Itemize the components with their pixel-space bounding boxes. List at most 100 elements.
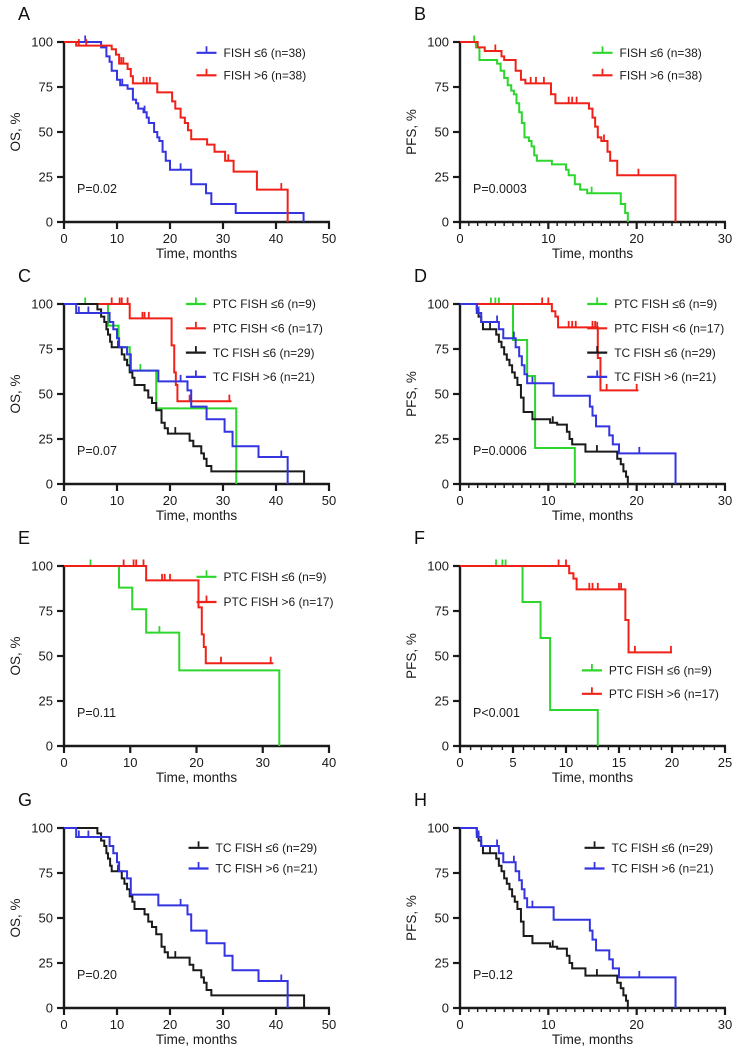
x-tick-label: 20	[629, 1017, 643, 1032]
p-value-label: P<0.001	[473, 706, 520, 720]
legend-label: PTC FISH <6 (n=17)	[614, 322, 724, 336]
y-tick-label: 100	[31, 35, 53, 50]
legend-label: FISH ≤6 (n=38)	[224, 46, 306, 60]
series-line	[460, 827, 677, 1008]
x-tick-label: 0	[456, 231, 463, 246]
y-axis-title: OS, %	[8, 374, 23, 413]
x-tick-label: 30	[718, 493, 732, 508]
x-tick-label: 10	[541, 231, 555, 246]
x-tick-label: 30	[216, 1017, 230, 1032]
x-tick-label: 30	[718, 231, 732, 246]
x-tick-label: 15	[612, 755, 626, 770]
x-tick-label: 0	[456, 755, 463, 770]
legend-label: TC FISH >6 (n=21)	[612, 862, 714, 876]
series-line	[460, 565, 672, 654]
y-tick-label: 50	[435, 911, 449, 926]
x-axis-title: Time, months	[156, 770, 238, 785]
x-axis-title: Time, months	[552, 770, 634, 785]
y-tick-label: 25	[39, 432, 53, 447]
y-tick-label: 100	[31, 297, 53, 312]
series-line	[460, 303, 639, 392]
km-plot-B: 0 10 20 30 0 25 50 75 100 Time, months PFS, % P=0.0…	[404, 35, 732, 262]
legend-label: FISH >6 (n=38)	[620, 69, 703, 83]
x-tick-label: 0	[60, 231, 67, 246]
legend-label: TC FISH ≤6 (n=29)	[213, 346, 315, 360]
y-axis-title: PFS, %	[404, 633, 419, 679]
panel-B: B 0 10 20 30 0 25 50 75 100 Time, months PFS, % P=0…	[372, 0, 744, 262]
y-tick-label: 75	[435, 80, 449, 95]
x-tick-label: 5	[509, 755, 516, 770]
x-tick-label: 30	[216, 493, 230, 508]
panel-label-F: F	[414, 528, 425, 548]
legend-label: PTC FISH <6 (n=17)	[213, 322, 323, 336]
panel-H: H 0 10 20 30 0 25 50 75 100 Time, months PFS, % P=0…	[372, 786, 744, 1050]
km-plot-D: 0 10 20 30 0 25 50 75 100 Time, months PFS, % P=0.0…	[404, 297, 732, 524]
panel-label-H: H	[414, 790, 427, 810]
x-tick-label: 10	[541, 1017, 555, 1032]
legend-label: PTC FISH ≤6 (n=9)	[614, 297, 717, 311]
x-tick-label: 30	[256, 755, 270, 770]
y-tick-label: 50	[39, 911, 53, 926]
x-tick-label: 10	[110, 1017, 124, 1032]
y-tick-label: 100	[427, 559, 449, 574]
p-value-label: P=0.11	[77, 706, 116, 720]
p-value-label: P=0.20	[77, 968, 117, 982]
p-value-label: P=0.0003	[473, 182, 527, 196]
legend-label: PTC FISH ≤6 (n=9)	[609, 664, 712, 678]
x-tick-label: 25	[718, 755, 732, 770]
km-plot-C: 0 10 20 30 40 50 0 25 50 75 100 Time, months OS, % P=…	[8, 297, 336, 524]
panel-F: F 0 5 10 15 20 25 0 25 50 75 100 Time, months PFS, %…	[372, 524, 744, 786]
y-tick-label: 100	[427, 821, 449, 836]
series-line	[460, 303, 677, 484]
y-tick-label: 25	[435, 432, 449, 447]
p-value-label: P=0.07	[77, 444, 117, 458]
x-tick-label: 0	[60, 1017, 67, 1032]
x-tick-label: 10	[123, 755, 137, 770]
y-tick-label: 100	[31, 821, 53, 836]
km-plot-G: 0 10 20 30 40 50 0 25 50 75 100 Time, months OS, % P=…	[8, 821, 336, 1048]
y-tick-label: 75	[435, 604, 449, 619]
x-tick-label: 50	[322, 231, 336, 246]
y-tick-label: 100	[31, 559, 53, 574]
p-value-label: P=0.12	[473, 968, 513, 982]
panel-C: C 0 10 20 30 40 50 0 25 50 75 100 Time, months OS, %…	[0, 262, 372, 524]
y-tick-label: 25	[435, 694, 449, 709]
series-line	[64, 41, 305, 222]
y-axis-title: PFS, %	[404, 371, 419, 417]
y-tick-label: 50	[39, 649, 53, 664]
y-tick-label: 50	[39, 125, 53, 140]
legend-label: PTC FISH >6 (n=17)	[609, 687, 719, 701]
panel-label-B: B	[414, 4, 427, 24]
panel-label-D: D	[414, 266, 427, 286]
y-tick-label: 0	[46, 215, 53, 230]
x-axis-title: Time, months	[156, 1032, 238, 1047]
x-tick-label: 0	[60, 493, 67, 508]
panel-label-G: G	[18, 790, 33, 810]
y-tick-label: 50	[435, 649, 449, 664]
panel-A: A 0 10 20 30 40 50 0 25 50 75 100 Time, months OS, %…	[0, 0, 372, 262]
km-plot-F: 0 5 10 15 20 25 0 25 50 75 100 Time, months PFS, % P<…	[404, 559, 732, 786]
y-tick-label: 25	[39, 170, 53, 185]
legend-label: TC FISH >6 (n=21)	[216, 862, 318, 876]
series-line	[460, 827, 629, 1008]
y-axis-title: OS, %	[8, 112, 23, 151]
x-tick-label: 10	[559, 755, 573, 770]
y-tick-label: 75	[435, 342, 449, 357]
x-tick-label: 20	[163, 231, 177, 246]
legend-label: FISH >6 (n=38)	[224, 69, 307, 83]
x-tick-label: 50	[322, 1017, 336, 1032]
km-plot-H: 0 10 20 30 0 25 50 75 100 Time, months PFS, % P=0.1…	[404, 821, 732, 1048]
x-tick-label: 40	[269, 493, 283, 508]
x-tick-label: 50	[322, 493, 336, 508]
legend-label: TC FISH >6 (n=21)	[213, 370, 315, 384]
series-line	[460, 565, 599, 746]
series-line	[64, 827, 306, 1008]
series-line	[64, 303, 306, 484]
y-axis-title: PFS, %	[404, 109, 419, 155]
y-tick-label: 25	[39, 956, 53, 971]
legend-label: TC FISH ≤6 (n=29)	[612, 841, 714, 855]
y-tick-label: 0	[442, 477, 449, 492]
x-tick-label: 10	[110, 493, 124, 508]
x-tick-label: 0	[456, 493, 463, 508]
x-tick-label: 20	[163, 1017, 177, 1032]
